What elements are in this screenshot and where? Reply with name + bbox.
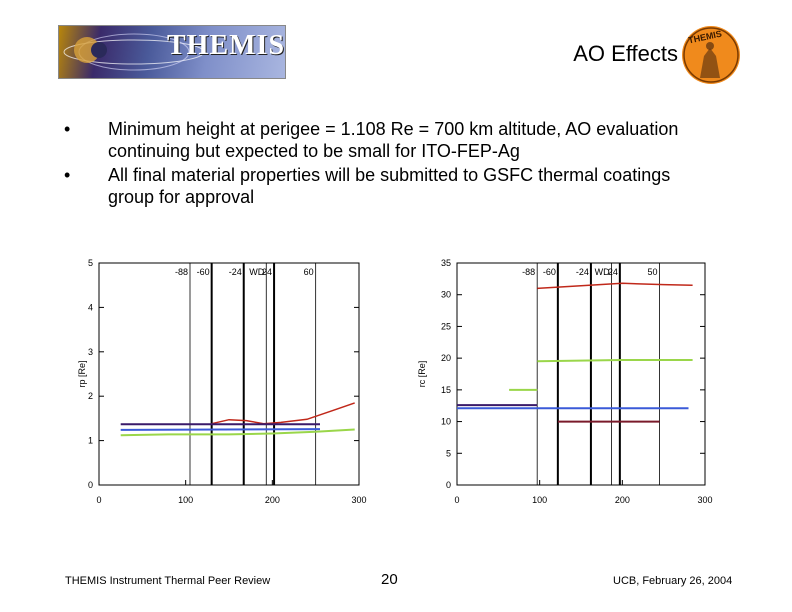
y-tick-label: 0 [88, 480, 93, 490]
orbit-graphic [63, 33, 205, 71]
footer-right: UCB, February 26, 2004 [613, 575, 733, 587]
top-label: WD [595, 267, 610, 277]
slide-title: AO Effects [573, 41, 678, 66]
footer-left: THEMIS Instrument Thermal Peer Review [65, 575, 271, 587]
top-label: -24 [229, 267, 242, 277]
y-tick-label: 35 [441, 258, 451, 268]
y-tick-label: 0 [446, 480, 451, 490]
x-tick-label: 0 [96, 495, 101, 505]
series-line-red [537, 282, 693, 290]
top-label: 50 [648, 267, 658, 277]
themis-banner: THEMIS [58, 25, 286, 79]
top-label: -60 [197, 267, 210, 277]
y-tick-label: 2 [88, 391, 93, 401]
y-tick-label: 5 [88, 258, 93, 268]
y-axis-label: rc [Re] [417, 361, 427, 388]
mission-logo-icon [683, 27, 739, 83]
top-label: -60 [543, 267, 556, 277]
top-label: 60 [304, 267, 314, 277]
top-label: 24 [608, 267, 618, 277]
series-line-green [120, 428, 355, 437]
x-tick-label: 300 [351, 495, 366, 505]
top-label: -88 [175, 267, 188, 277]
banner-title: THEMIS [167, 30, 286, 61]
y-tick-label: 3 [88, 347, 93, 357]
series-line-red [211, 402, 355, 425]
bullet-item: • Minimum height at perigee = 1.108 Re =… [58, 118, 698, 162]
bullet-list: • Minimum height at perigee = 1.108 Re =… [58, 118, 698, 210]
top-label: WD [249, 267, 264, 277]
y-tick-label: 20 [441, 353, 451, 363]
y-tick-label: 1 [88, 436, 93, 446]
y-axis-label: rp [Re] [77, 360, 87, 387]
bullet-dot: • [64, 119, 71, 139]
y-tick-label: 4 [88, 302, 93, 312]
x-tick-label: 200 [615, 495, 630, 505]
y-tick-label: 10 [441, 417, 451, 427]
bullet-item: • All final material properties will be … [58, 164, 698, 208]
x-tick-label: 300 [697, 495, 712, 505]
y-tick-label: 15 [441, 385, 451, 395]
rc-plot: 0 5 10 15 20 25 30 35 0 100 200 300 rc [Re] -88 -60 -24… [417, 258, 713, 505]
bullet-dot: • [64, 165, 71, 185]
top-label: -88 [522, 267, 535, 277]
series-line-blue [120, 428, 321, 431]
x-tick-label: 0 [454, 495, 459, 505]
x-tick-label: 100 [532, 495, 547, 505]
themis-logo: THEMIS [682, 26, 740, 84]
plot-frame [456, 262, 706, 486]
top-label: 24 [262, 267, 272, 277]
bullet-text: All final material properties will be su… [108, 165, 671, 207]
x-tick-label: 200 [265, 495, 280, 505]
plot-frame [98, 262, 360, 486]
top-label: -24 [576, 267, 589, 277]
page-number: 20 [381, 571, 398, 588]
x-tick-label: 100 [178, 495, 193, 505]
y-tick-label: 30 [441, 290, 451, 300]
y-tick-label: 5 [446, 448, 451, 458]
y-tick-label: 25 [441, 321, 451, 331]
series-line-green [537, 359, 693, 363]
bullet-text: Minimum height at perigee = 1.108 Re = 7… [108, 119, 679, 161]
